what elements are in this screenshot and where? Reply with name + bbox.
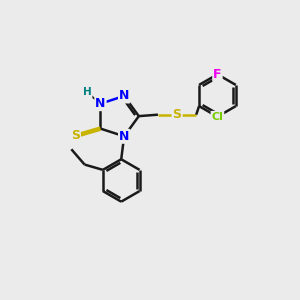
Text: F: F — [213, 68, 222, 81]
Text: H: H — [83, 88, 92, 98]
Text: S: S — [71, 130, 80, 142]
Text: N: N — [119, 89, 129, 103]
Text: N: N — [119, 130, 129, 143]
Text: Cl: Cl — [212, 112, 224, 122]
Text: S: S — [172, 108, 182, 121]
Text: N: N — [95, 97, 106, 110]
